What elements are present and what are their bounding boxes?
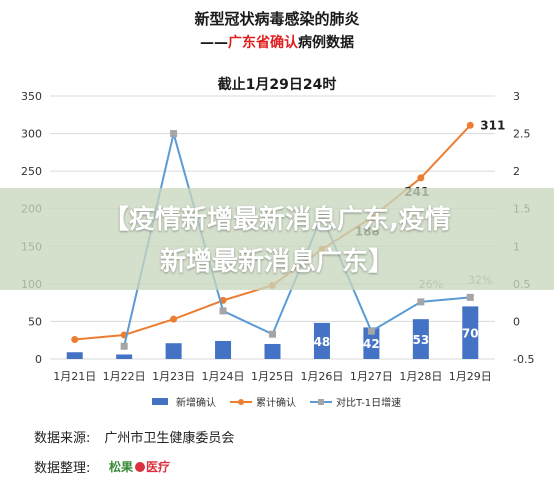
- point-growth-rate: [219, 307, 227, 315]
- title-suffix: 病例数据: [298, 35, 354, 51]
- y-right-tick-label: 2.5: [513, 128, 531, 141]
- legend-label: 对比T-1日增速: [336, 396, 401, 409]
- point-cumulative: [71, 335, 79, 343]
- y-left-tick-label: 350: [21, 90, 42, 103]
- bar-new-confirmed: [363, 327, 380, 359]
- y-right-tick-label: -0.5: [513, 353, 534, 366]
- bar-new-confirmed: [412, 319, 429, 359]
- x-tick-label: 1月25日: [251, 370, 294, 383]
- legend-label: 新增确认: [176, 396, 216, 409]
- x-tick-label: 1月23日: [152, 370, 195, 383]
- y-left-tick-label: 0: [35, 353, 42, 366]
- y-right-tick-label: 3: [513, 90, 520, 103]
- x-tick-label: 1月22日: [103, 370, 146, 383]
- overlay-banner: [0, 188, 554, 290]
- y-left-tick-label: 50: [28, 315, 42, 328]
- legend-swatch-marker: [238, 399, 244, 405]
- point-growth-rate: [466, 293, 474, 301]
- point-cumulative: [466, 121, 474, 129]
- pinecone-icon: [134, 461, 145, 472]
- legend-swatch-marker: [318, 399, 324, 405]
- y-right-tick-label: 2: [513, 165, 520, 178]
- legend-label: 累计确认: [256, 396, 296, 409]
- legend: 新增确认 累计确认 对比T-1日增速: [152, 396, 401, 409]
- x-tick-label: 1月21日: [53, 370, 96, 383]
- songguo-logo: 松果 医疗: [109, 458, 173, 480]
- data-organizer: 数据整理: 松果 医疗: [34, 457, 173, 480]
- x-tick-label: 1月26日: [300, 370, 343, 383]
- bar-data-label: 70: [462, 327, 479, 341]
- chart-title-line1: 新型冠状病毒感染的肺炎: [194, 10, 360, 28]
- bar-new-confirmed: [313, 322, 330, 359]
- banner-line2: 新增最新消息广东】: [159, 247, 394, 277]
- y-left-tick-label: 300: [21, 128, 42, 141]
- bar-new-confirmed: [165, 343, 182, 359]
- bar-new-confirmed: [215, 340, 232, 359]
- bar-new-confirmed: [66, 352, 83, 359]
- bar-data-label: 42: [363, 337, 380, 351]
- banner-line1: 【疫情新增最新消息广东,疫情: [103, 205, 451, 235]
- bar-new-confirmed: [116, 354, 133, 359]
- bar-data-label: 53: [412, 333, 429, 347]
- x-tick-label: 1月24日: [202, 370, 245, 383]
- title-highlight: 广东省确认: [228, 35, 298, 51]
- data-source: 数据来源: 广州市卫生健康委员会: [34, 427, 234, 446]
- overlay-banner-text: 【疫情新增最新消息广东,疫情 新增最新消息广东】: [0, 199, 554, 283]
- point-growth-rate: [120, 342, 128, 350]
- organizer-label: 数据整理:: [34, 461, 91, 476]
- x-tick-label: 1月27日: [350, 370, 393, 383]
- bar-new-confirmed: [462, 306, 479, 359]
- bars-new-confirmed: [66, 306, 479, 359]
- point-cumulative: [417, 174, 425, 182]
- y-right-tick-label: 0: [513, 315, 520, 328]
- x-tick-label: 1月29日: [449, 370, 492, 383]
- chart-title-line2: ——广东省确认病例数据: [0, 32, 554, 52]
- logo-text-right: 医疗: [146, 459, 170, 474]
- title-dash: ——: [200, 35, 228, 51]
- x-tick-label: 1月28日: [399, 370, 442, 383]
- bar-new-confirmed: [264, 343, 281, 359]
- source-value: 广州市卫生健康委员会: [104, 431, 235, 446]
- cumulative-data-label: 311: [480, 118, 505, 132]
- point-growth-rate: [269, 330, 276, 338]
- point-growth-rate: [170, 130, 178, 138]
- point-growth-rate: [417, 298, 425, 306]
- chart-subtitle: 截止1月29日24时: [217, 77, 337, 93]
- y-left-tick-label: 250: [21, 165, 42, 178]
- logo-text-left: 松果: [109, 459, 133, 474]
- point-growth-rate: [367, 327, 375, 335]
- source-label: 数据来源:: [34, 431, 91, 446]
- bar-data-label: 48: [314, 335, 331, 349]
- point-cumulative: [170, 315, 178, 323]
- legend-swatch-bar: [152, 398, 168, 405]
